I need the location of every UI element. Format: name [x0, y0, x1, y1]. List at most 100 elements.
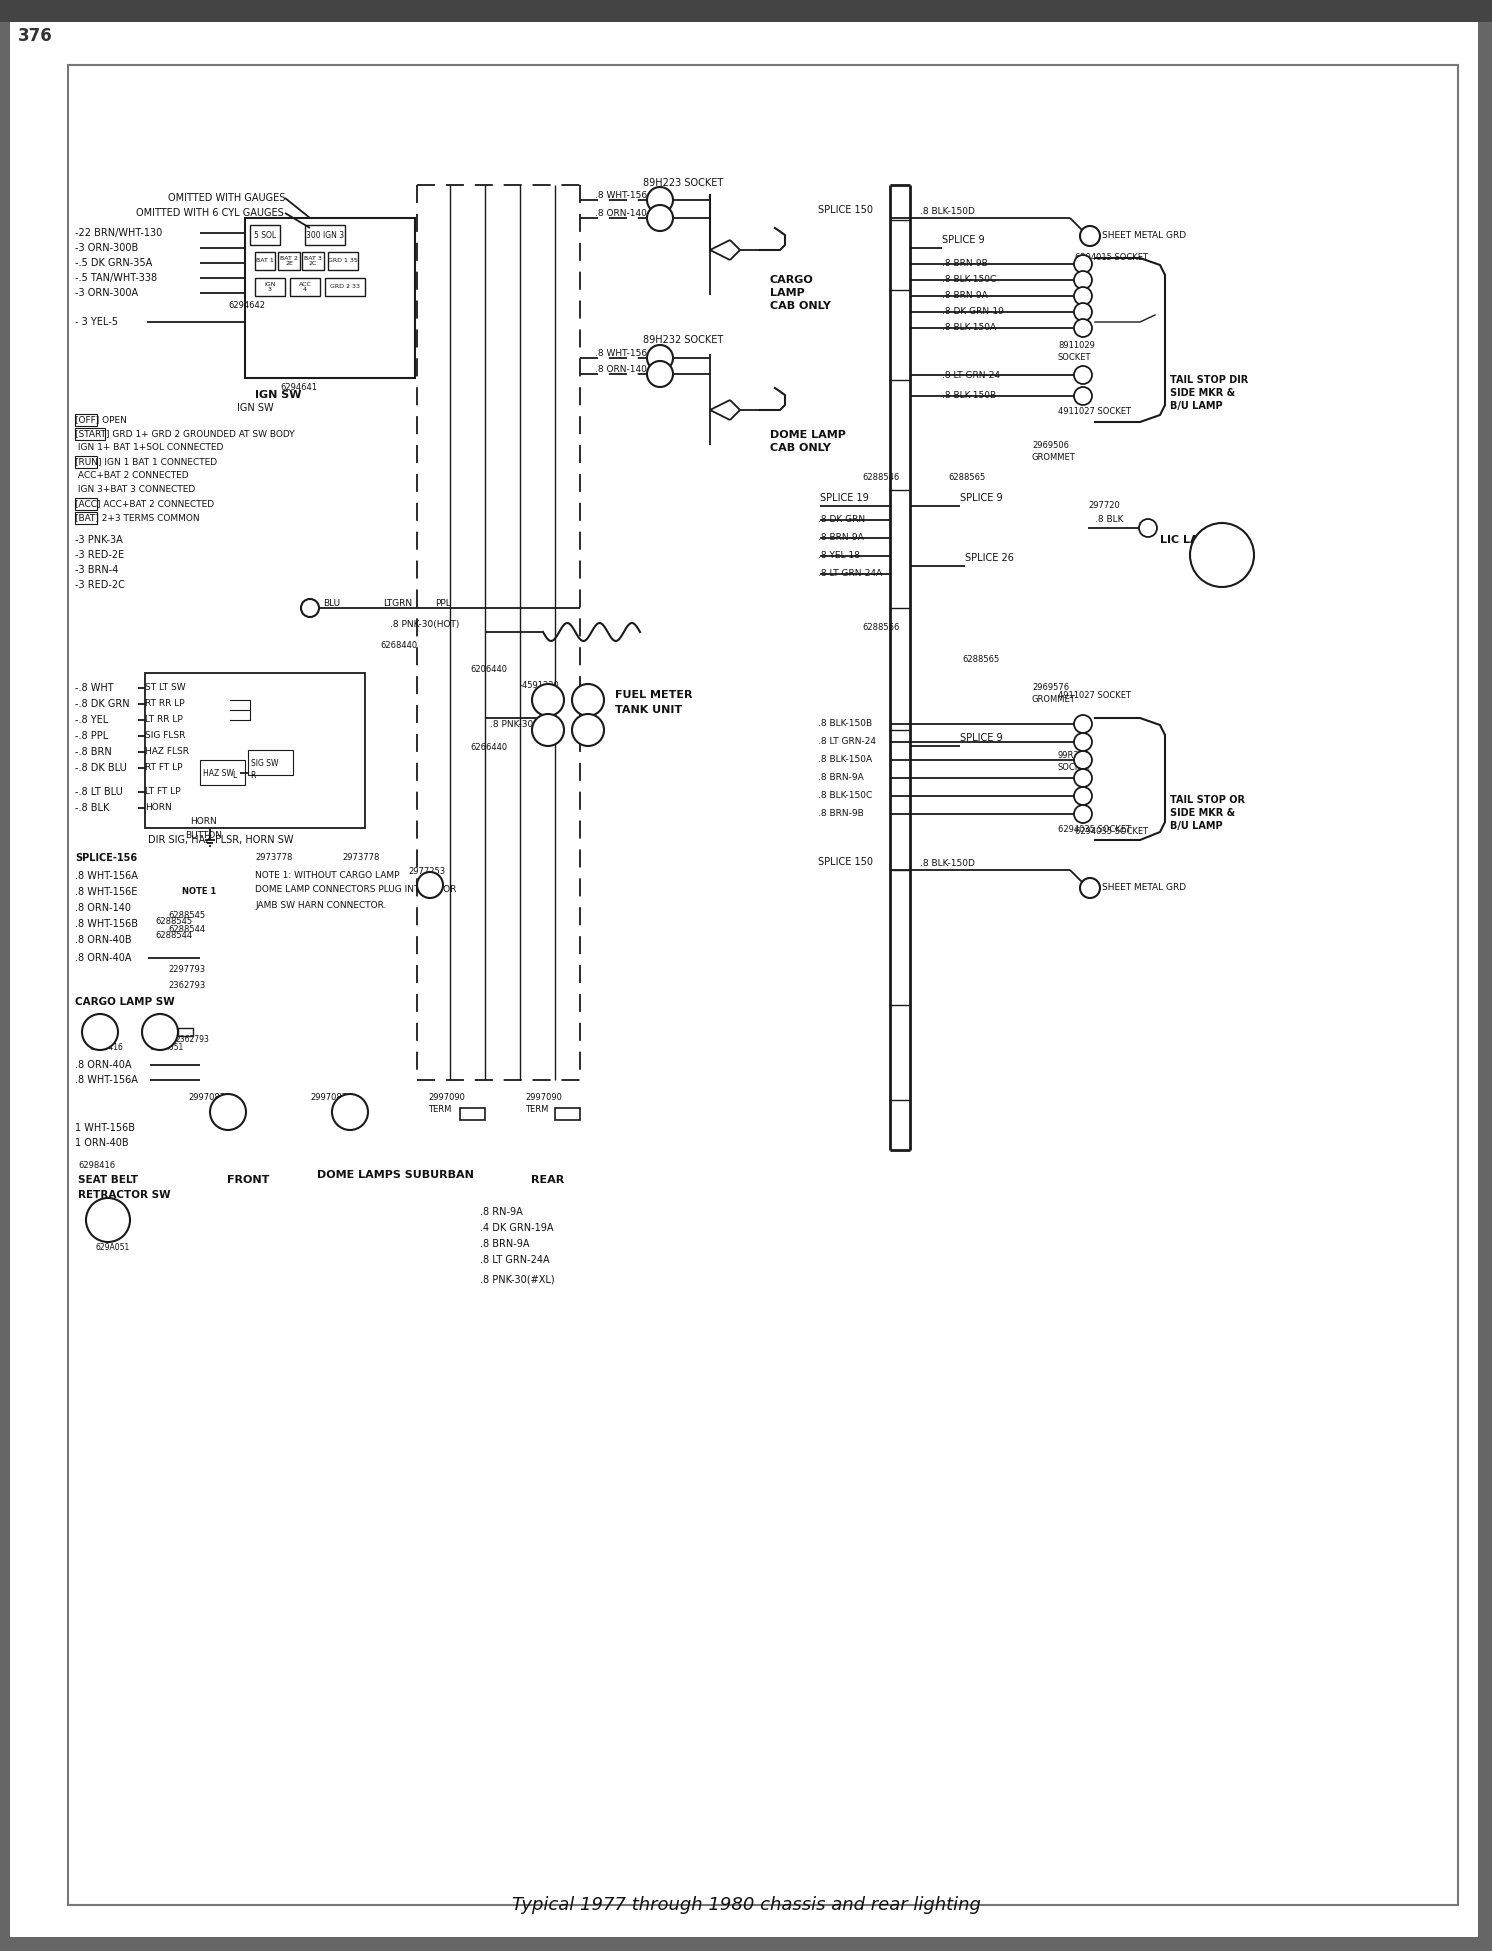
Text: SIG SW: SIG SW — [251, 759, 279, 767]
Text: .8 BRN-9A: .8 BRN-9A — [818, 533, 864, 542]
Text: NOTE 1: NOTE 1 — [182, 888, 216, 897]
Text: 140: 140 — [648, 367, 662, 377]
Text: -3 RED-2C: -3 RED-2C — [75, 579, 125, 589]
Text: B/U LAMP: B/U LAMP — [1170, 402, 1222, 412]
Text: -.8 WHT: -.8 WHT — [75, 683, 113, 693]
Text: 2969506: 2969506 — [1032, 441, 1068, 449]
Text: .8 ORN-40A: .8 ORN-40A — [75, 952, 131, 964]
Bar — [0, 1937, 1492, 1951]
Circle shape — [648, 187, 673, 213]
Text: .8 LT GRN-24A: .8 LT GRN-24A — [818, 570, 882, 579]
Text: -.8 PPL: -.8 PPL — [75, 732, 109, 741]
Text: -3 ORN-300A: -3 ORN-300A — [75, 289, 139, 299]
Bar — [1479, 0, 1492, 1951]
Text: -4591220: -4591220 — [521, 681, 560, 689]
Text: JAMB SW HARN CONNECTOR.: JAMB SW HARN CONNECTOR. — [255, 901, 386, 909]
Text: RT RR LP: RT RR LP — [145, 700, 185, 708]
Text: 6288565: 6288565 — [962, 656, 1000, 665]
Text: 6288544: 6288544 — [169, 925, 204, 935]
Text: 6294035 SOCKET: 6294035 SOCKET — [1076, 827, 1149, 837]
Text: 2997087: 2997087 — [188, 1093, 225, 1102]
Text: .8 BRN-9A: .8 BRN-9A — [941, 291, 988, 300]
Text: 6294015 SOCKET: 6294015 SOCKET — [1076, 254, 1147, 263]
Text: LAMP: LAMP — [770, 289, 804, 299]
Text: 156: 156 — [648, 351, 662, 361]
Text: -22 BRN/WHT-130: -22 BRN/WHT-130 — [75, 228, 163, 238]
Text: 6288546: 6288546 — [862, 474, 900, 482]
Text: DOME LAMPS SUBURBAN: DOME LAMPS SUBURBAN — [316, 1171, 473, 1180]
Circle shape — [1080, 226, 1100, 246]
Text: .8 BRN-9A: .8 BRN-9A — [480, 1239, 530, 1249]
Text: .8 ORN-140: .8 ORN-140 — [595, 209, 648, 217]
Text: .8 BRN-9B: .8 BRN-9B — [818, 810, 864, 819]
Text: .8 WHT-156: .8 WHT-156 — [595, 349, 648, 357]
Text: TERM: TERM — [525, 1106, 549, 1114]
Text: IGN SW: IGN SW — [255, 390, 301, 400]
Text: 6266440: 6266440 — [470, 743, 507, 753]
Text: 6288566: 6288566 — [862, 624, 900, 632]
Text: 6298416: 6298416 — [78, 1161, 115, 1169]
Bar — [75, 498, 97, 509]
Bar — [301, 252, 324, 269]
Text: 629A051: 629A051 — [151, 1044, 184, 1052]
Text: 6294641: 6294641 — [280, 384, 316, 392]
Text: 2362793: 2362793 — [169, 981, 206, 989]
Text: -.8 BRN: -.8 BRN — [75, 747, 112, 757]
Text: HAZ FLSR: HAZ FLSR — [145, 747, 189, 757]
Text: 156: 156 — [648, 193, 662, 203]
Text: GROMMET: GROMMET — [1032, 695, 1076, 704]
Text: .8 WHT-156E: .8 WHT-156E — [75, 888, 137, 897]
Text: .8 WHT-156A: .8 WHT-156A — [595, 191, 653, 199]
Text: [BAT] 2+3 TERMS COMMON: [BAT] 2+3 TERMS COMMON — [75, 513, 200, 523]
Text: 2997087: 2997087 — [310, 1093, 348, 1102]
Circle shape — [571, 685, 604, 716]
Text: [START] GRD 1+ GRD 2 GROUNDED AT SW BODY: [START] GRD 1+ GRD 2 GROUNDED AT SW BODY — [75, 429, 294, 439]
Bar — [75, 427, 104, 441]
Text: -.8 DK BLU: -.8 DK BLU — [75, 763, 127, 773]
Circle shape — [1074, 734, 1092, 751]
Text: FRONT: FRONT — [227, 1175, 269, 1184]
Bar — [0, 0, 1492, 21]
Text: HORN: HORN — [145, 804, 172, 812]
Text: 6294416: 6294416 — [90, 1044, 124, 1052]
Text: IGN 1+ BAT 1+SOL CONNECTED: IGN 1+ BAT 1+SOL CONNECTED — [75, 443, 224, 453]
Text: .8 ORN-40B: .8 ORN-40B — [75, 935, 131, 944]
Text: .8 ORN-140: .8 ORN-140 — [75, 903, 131, 913]
Text: .8 DK GRN-19: .8 DK GRN-19 — [941, 308, 1004, 316]
Text: SHEET METAL GRD: SHEET METAL GRD — [1103, 232, 1186, 240]
Text: LT FT LP: LT FT LP — [145, 788, 181, 796]
Text: .8 BRN-9B: .8 BRN-9B — [941, 259, 988, 269]
Bar — [178, 1028, 192, 1036]
Circle shape — [333, 1095, 369, 1130]
Circle shape — [1138, 519, 1156, 537]
Text: OMITTED WITH 6 CYL GAUGES: OMITTED WITH 6 CYL GAUGES — [136, 209, 283, 219]
Bar — [75, 457, 97, 468]
Text: HORN: HORN — [189, 817, 216, 827]
Text: [ACC] ACC+BAT 2 CONNECTED: [ACC] ACC+BAT 2 CONNECTED — [75, 499, 215, 509]
Text: -.8 DK GRN: -.8 DK GRN — [75, 698, 130, 708]
Text: 2297793: 2297793 — [169, 966, 204, 974]
Text: .8 RN-9A: .8 RN-9A — [480, 1208, 522, 1217]
Circle shape — [1074, 806, 1092, 823]
Text: SOCKET: SOCKET — [1058, 353, 1092, 361]
Text: .8 BLK-150D: .8 BLK-150D — [921, 860, 974, 868]
Circle shape — [1191, 523, 1253, 587]
Circle shape — [533, 714, 564, 745]
Text: L: L — [231, 771, 236, 780]
Text: 6288545: 6288545 — [169, 911, 204, 921]
Text: 2977253: 2977253 — [407, 868, 445, 876]
Text: .8 ORN-40A: .8 ORN-40A — [75, 1059, 131, 1069]
Text: DIR SIG, HAZ FLSR, HORN SW: DIR SIG, HAZ FLSR, HORN SW — [148, 835, 294, 845]
Text: BAT 1: BAT 1 — [257, 258, 275, 263]
Text: 1 ORN-40B: 1 ORN-40B — [75, 1137, 128, 1147]
Text: .8 WHT-156A: .8 WHT-156A — [75, 1075, 137, 1085]
Text: .8 LT GRN-24: .8 LT GRN-24 — [941, 371, 1000, 380]
Text: .4 DK GRN-19A: .4 DK GRN-19A — [480, 1223, 554, 1233]
Text: -.8 YEL: -.8 YEL — [75, 714, 109, 726]
Bar — [75, 511, 97, 525]
Bar — [200, 761, 245, 784]
Circle shape — [87, 1198, 130, 1243]
Text: OMITTED WITH GAUGES: OMITTED WITH GAUGES — [169, 193, 285, 203]
Circle shape — [648, 345, 673, 371]
Text: 2969576: 2969576 — [1032, 683, 1070, 693]
